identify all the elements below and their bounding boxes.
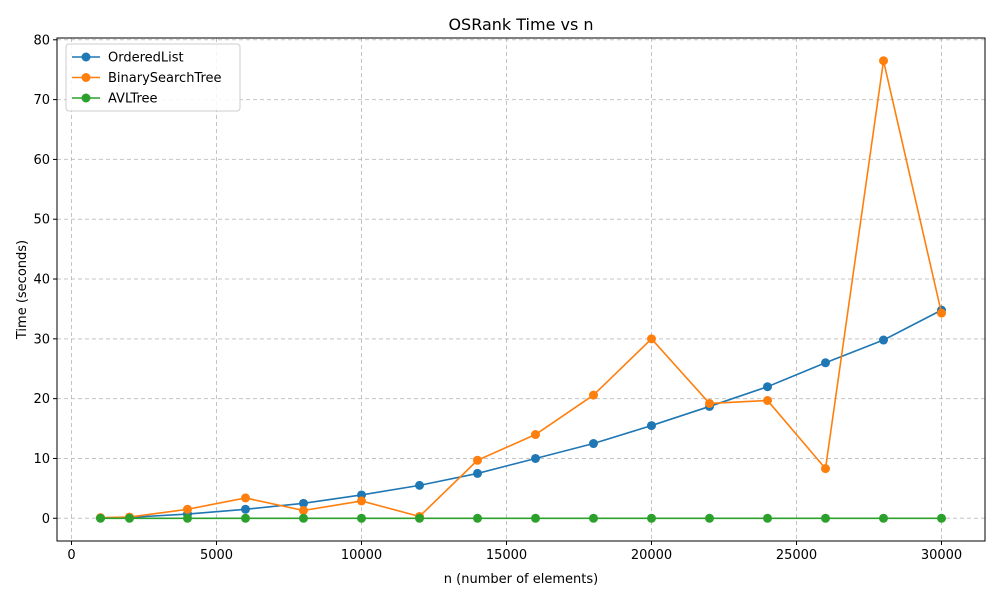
legend-label: AVLTree [108,92,158,107]
data-point-avltree [299,513,308,523]
data-point-binarysearchtree [357,496,366,506]
y-tick-label: 0 [42,512,50,527]
series-line-binarysearchtree [100,59,943,519]
data-point-binarysearchtree [241,493,250,503]
legend-label: OrderedList [108,51,184,66]
axis-ticks: 0 5000 10000 15000 20000 25000 30000 0 10 20 30 40 5… [33,33,962,563]
y-tick-label: 20 [33,392,50,407]
legend-box [65,43,241,112]
data-point-avltree [531,513,540,523]
x-tick-label: 30000 [921,548,962,563]
data-point-binarysearchtree [589,390,598,400]
data-point-avltree [937,513,946,523]
chart-title: OSRank Time vs n [448,15,593,34]
x-tick-label: 5000 [200,548,233,563]
legend-swatch-marker [81,73,91,82]
x-tick-label: 0 [67,548,75,563]
legend-swatch-marker [81,52,91,62]
y-tick-label: 80 [33,33,50,48]
plot-frame [56,37,986,542]
legend-item-orderedlist: OrderedList [72,51,184,66]
legend-item-binarysearchtree: BinarySearchTree [72,71,222,86]
data-point-avltree [96,513,105,523]
x-tick-label: 25000 [776,548,817,563]
legend-label: BinarySearchTree [108,71,222,86]
data-point-orderedlist [531,453,540,463]
data-point-orderedlist [647,421,656,431]
data-point-avltree [763,513,772,523]
y-tick-label: 10 [33,452,50,467]
x-tick-label: 15000 [486,548,527,563]
data-point-avltree [821,513,830,523]
x-tick-label: 20000 [631,548,672,563]
data-point-avltree [879,513,888,523]
data-point-orderedlist [473,468,482,478]
series-avltree [96,513,946,523]
data-point-avltree [125,513,134,523]
y-tick-label: 60 [33,153,50,168]
data-point-binarysearchtree [879,56,888,66]
data-point-binarysearchtree [821,464,830,474]
legend-item-avltree: AVLTree [72,92,158,107]
data-point-orderedlist [415,480,424,490]
data-point-orderedlist [299,498,308,508]
legend-swatch-marker [81,93,91,103]
y-axis-title: Time (seconds) [15,240,30,340]
y-tick-label: 70 [33,93,50,108]
data-point-avltree [241,513,250,523]
data-point-orderedlist [589,439,598,449]
data-point-binarysearchtree [299,505,308,515]
data-point-binarysearchtree [183,504,192,514]
y-tick-label: 40 [33,273,50,288]
series-line-orderedlist [100,309,942,519]
series-layer [96,56,946,523]
data-point-orderedlist [763,382,772,392]
data-point-binarysearchtree [763,395,772,405]
data-point-avltree [415,513,424,523]
data-point-binarysearchtree [473,455,482,465]
x-axis-title: n (number of elements) [444,572,598,587]
data-point-orderedlist [821,358,830,368]
data-point-binarysearchtree [647,334,656,344]
y-tick-label: 50 [33,213,50,228]
x-tick-label: 10000 [341,548,382,563]
data-point-avltree [647,513,656,523]
y-tick-label: 30 [33,332,50,347]
data-point-avltree [357,513,366,523]
data-point-binarysearchtree [705,398,714,408]
data-point-binarysearchtree [531,430,540,440]
data-point-avltree [705,513,714,523]
data-point-orderedlist [241,504,250,514]
data-point-orderedlist [879,335,888,345]
legend: OrderedList BinarySearchTree AVLTree [65,43,241,112]
data-point-avltree [589,513,598,523]
data-point-binarysearchtree [937,308,946,318]
data-point-avltree [183,513,192,523]
data-point-avltree [473,513,482,523]
